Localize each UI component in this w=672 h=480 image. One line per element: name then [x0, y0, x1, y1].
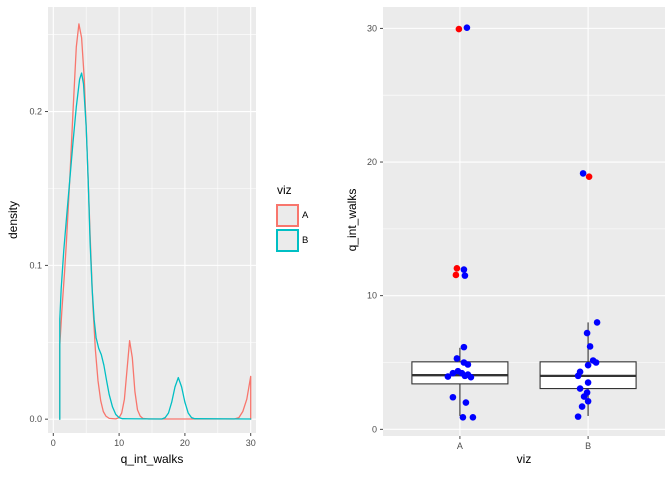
- jitter-point: [453, 264, 461, 272]
- y-tick-label: 0.0: [29, 414, 42, 424]
- x-tick-label: B: [585, 441, 591, 451]
- jitter-point: [464, 361, 472, 368]
- legend-label-a: A: [302, 210, 309, 221]
- jitter-point: [593, 319, 601, 326]
- y-tick-label: 30: [367, 23, 377, 33]
- jitter-point: [583, 329, 591, 337]
- jitter-point: [467, 373, 475, 381]
- jitter-point: [584, 361, 592, 369]
- jitter-point: [455, 25, 463, 33]
- legend-key-a-swatch: [276, 204, 299, 227]
- legend-key-b-swatch: [276, 229, 299, 252]
- jitter-point: [453, 355, 461, 362]
- jitter-point: [469, 413, 477, 421]
- density-x-axis-title: q_int_walks: [120, 452, 184, 466]
- x-tick-label: 30: [246, 438, 256, 448]
- jitter-point: [579, 170, 587, 177]
- legend-title: viz: [277, 183, 292, 197]
- jitter-point: [584, 379, 592, 386]
- jitter-point: [452, 271, 460, 279]
- jitter-point: [449, 393, 457, 401]
- jitter-point: [574, 413, 582, 420]
- box-jitter-plot: 0 10 20 30 A B: [367, 7, 665, 451]
- legend: viz A B: [276, 183, 308, 254]
- jitter-point: [449, 369, 457, 377]
- box-y-axis-title: q_int_walks: [345, 188, 359, 252]
- density-curve-B: [59, 72, 252, 420]
- x-tick-label: A: [457, 441, 463, 451]
- jitter-point: [585, 173, 593, 181]
- jitter-point: [459, 413, 467, 421]
- jitter-point: [460, 266, 468, 273]
- density-y-axis-title: density: [6, 200, 20, 240]
- y-tick-label: 0.1: [29, 260, 42, 270]
- x-tick-label: 20: [180, 438, 190, 448]
- jitter-point: [462, 399, 470, 406]
- jitter-point: [574, 372, 582, 380]
- y-tick-label: 10: [367, 291, 377, 301]
- jitter-point: [463, 24, 471, 32]
- jitter-point: [580, 393, 588, 400]
- jitter-point: [592, 359, 600, 366]
- jitter-point: [460, 343, 468, 351]
- box-x-axis-title: viz: [516, 452, 532, 466]
- y-tick-label: 0: [372, 424, 377, 434]
- jitter-point: [584, 397, 592, 405]
- x-tick-label: 10: [114, 438, 124, 448]
- density-plot: 0.0 0.1 0.2 0 10 20 30: [29, 7, 256, 448]
- x-tick-label: 0: [51, 438, 56, 448]
- y-tick-label: 0.2: [29, 107, 42, 117]
- y-tick-label: 20: [367, 157, 377, 167]
- jitter-point: [586, 343, 594, 350]
- legend-entry-a: A: [276, 204, 308, 227]
- jitter-point: [461, 272, 469, 279]
- legend-label-b: B: [302, 235, 309, 246]
- jitter-point: [576, 385, 584, 392]
- jitter-point: [578, 403, 586, 410]
- legend-entry-b: B: [276, 229, 308, 252]
- jitter-point: [444, 373, 452, 380]
